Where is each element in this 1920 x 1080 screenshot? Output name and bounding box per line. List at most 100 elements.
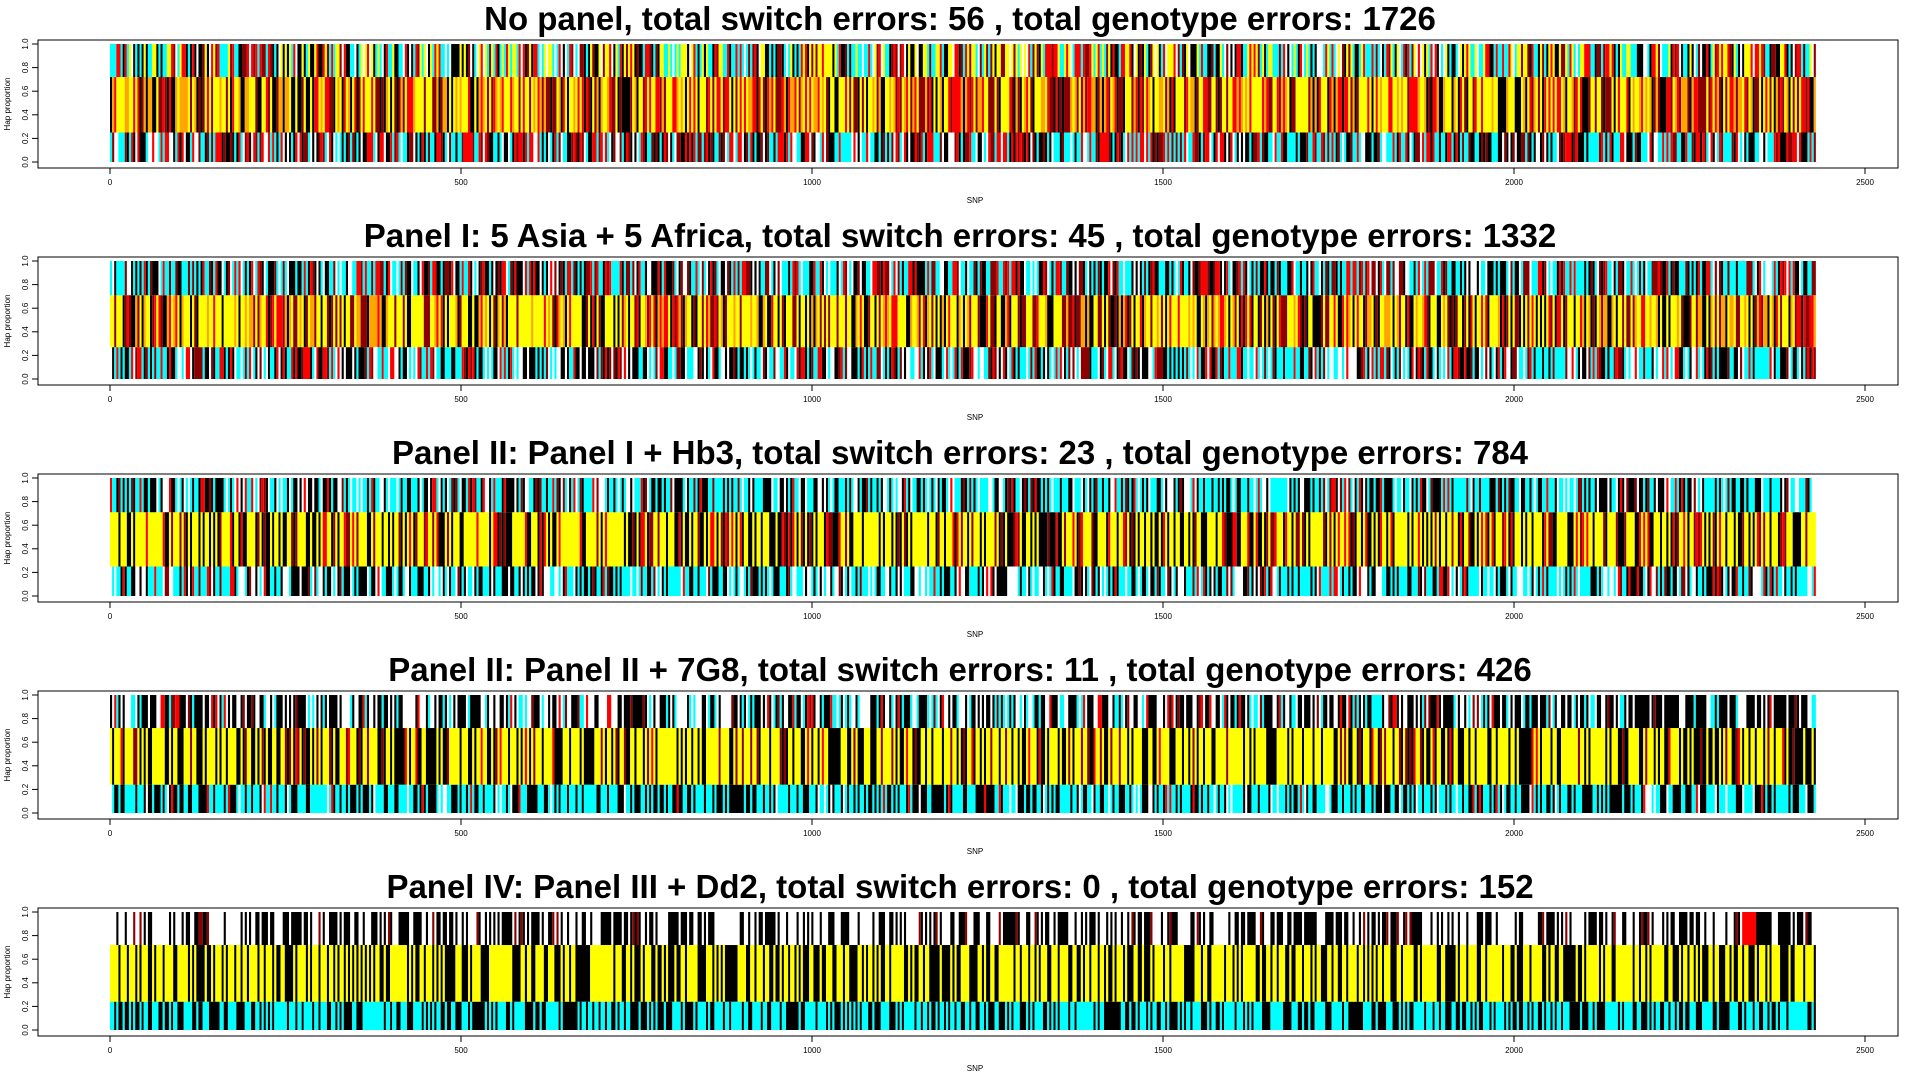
snp-segment bbox=[1556, 295, 1562, 348]
snp-segment bbox=[1491, 512, 1494, 567]
snp-segment bbox=[760, 566, 763, 596]
snp-segment bbox=[135, 512, 146, 567]
snp-segment bbox=[1790, 77, 1793, 133]
snp-segment bbox=[486, 132, 490, 162]
snp-segment bbox=[1200, 132, 1204, 162]
snp-segment bbox=[579, 512, 582, 567]
snp-segment bbox=[236, 261, 239, 296]
snp-segment bbox=[360, 261, 363, 296]
snp-segment bbox=[906, 512, 909, 567]
snp-segment bbox=[716, 512, 719, 567]
snp-segment bbox=[722, 512, 725, 567]
snp-segment bbox=[234, 132, 237, 162]
snp-segment bbox=[1539, 77, 1543, 133]
snp-segment bbox=[590, 44, 593, 78]
snp-segment bbox=[1693, 512, 1696, 567]
snp-segment bbox=[1026, 295, 1033, 348]
snp-segment bbox=[1712, 295, 1715, 348]
snp-segment bbox=[857, 478, 860, 513]
snp-segment bbox=[1356, 295, 1359, 348]
snp-segment bbox=[623, 44, 626, 78]
snp-segment bbox=[1278, 77, 1281, 133]
snp-segment bbox=[122, 478, 125, 513]
snp-segment bbox=[1436, 566, 1439, 596]
snp-segment bbox=[162, 77, 165, 133]
snp-segment bbox=[1493, 77, 1498, 133]
snp-segment bbox=[1371, 44, 1374, 78]
snp-segment bbox=[1074, 44, 1081, 78]
snp-segment bbox=[208, 784, 214, 813]
snp-segment bbox=[1746, 132, 1749, 162]
snp-segment bbox=[185, 566, 188, 596]
snp-segment bbox=[331, 132, 334, 162]
snp-segment bbox=[423, 261, 428, 296]
snp-segment bbox=[360, 44, 363, 78]
snp-segment bbox=[198, 295, 207, 348]
snp-segment bbox=[828, 512, 833, 567]
snp-segment bbox=[1533, 44, 1538, 78]
snp-segment bbox=[461, 132, 464, 162]
snp-segment bbox=[1485, 347, 1488, 379]
snp-segment bbox=[889, 478, 892, 513]
snp-segment bbox=[1464, 44, 1467, 78]
snp-segment bbox=[1293, 295, 1296, 348]
snp-segment bbox=[1398, 77, 1401, 133]
snp-segment bbox=[1177, 295, 1180, 348]
snp-segment bbox=[398, 261, 401, 296]
snp-segment bbox=[1230, 347, 1237, 379]
snp-segment bbox=[922, 478, 926, 513]
snp-segment bbox=[642, 347, 648, 379]
snp-segment bbox=[1156, 347, 1163, 379]
snp-segment bbox=[385, 132, 391, 162]
snp-segment bbox=[244, 261, 247, 296]
snp-segment bbox=[1780, 132, 1787, 162]
snp-segment bbox=[472, 44, 475, 78]
snp-segment bbox=[1331, 44, 1334, 78]
snp-segment bbox=[185, 478, 188, 513]
snp-segment bbox=[190, 566, 193, 596]
snp-segment bbox=[192, 512, 199, 567]
snp-segment bbox=[1312, 44, 1315, 78]
snp-segment bbox=[743, 566, 747, 596]
snp-segment bbox=[1373, 512, 1376, 567]
snp-segment bbox=[1114, 478, 1117, 513]
snp-segment bbox=[1261, 295, 1265, 348]
snp-segment bbox=[465, 478, 469, 513]
snp-segment bbox=[463, 512, 477, 567]
snp-segment bbox=[533, 261, 536, 296]
snp-segment bbox=[187, 784, 193, 813]
snp-segment bbox=[849, 261, 852, 296]
snp-segment bbox=[1447, 295, 1450, 348]
snp-segment bbox=[903, 261, 909, 296]
snp-segment bbox=[265, 295, 268, 348]
snp-segment bbox=[891, 295, 898, 348]
snp-segment bbox=[1759, 44, 1762, 78]
snp-segment bbox=[179, 44, 182, 78]
snp-segment bbox=[428, 512, 433, 567]
snp-segment bbox=[855, 295, 858, 348]
snp-segment bbox=[234, 44, 239, 78]
snp-segment bbox=[131, 132, 134, 162]
snp-segment bbox=[630, 261, 633, 296]
snp-segment bbox=[581, 512, 586, 567]
snp-segment bbox=[1750, 512, 1753, 567]
snp-segment bbox=[493, 347, 498, 379]
snp-segment bbox=[390, 512, 393, 567]
snp-segment bbox=[861, 512, 864, 567]
snp-segment bbox=[1156, 44, 1159, 78]
snp-segment bbox=[710, 261, 713, 296]
snp-segment bbox=[1735, 261, 1738, 296]
snp-segment bbox=[1104, 261, 1109, 296]
snp-segment bbox=[1049, 132, 1052, 162]
snp-segment bbox=[286, 295, 290, 348]
snp-segment bbox=[1388, 77, 1393, 133]
snp-segment bbox=[1573, 295, 1576, 348]
snp-segment bbox=[1386, 261, 1391, 296]
snp-segment bbox=[876, 261, 881, 296]
snp-segment bbox=[927, 77, 930, 133]
snp-segment bbox=[796, 566, 803, 596]
snp-segment bbox=[354, 347, 357, 379]
snp-segment bbox=[171, 261, 176, 296]
snp-segment bbox=[362, 77, 365, 133]
snp-segment bbox=[518, 77, 521, 133]
